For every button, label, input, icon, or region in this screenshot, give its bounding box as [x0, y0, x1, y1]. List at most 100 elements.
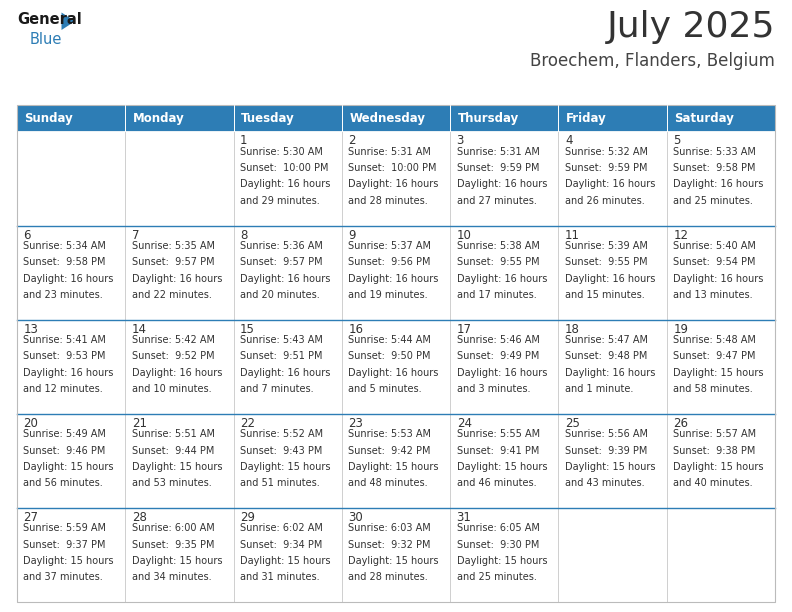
- Text: Daylight: 15 hours: Daylight: 15 hours: [240, 461, 330, 472]
- Bar: [125, 414, 234, 508]
- Text: Broechem, Flanders, Belgium: Broechem, Flanders, Belgium: [530, 52, 775, 70]
- Text: Sunrise: 5:41 AM: Sunrise: 5:41 AM: [24, 335, 106, 345]
- Text: Sunrise: 5:43 AM: Sunrise: 5:43 AM: [240, 335, 323, 345]
- Text: Daylight: 16 hours: Daylight: 16 hours: [131, 274, 223, 283]
- Text: 25: 25: [565, 417, 580, 430]
- Text: Sunrise: 5:49 AM: Sunrise: 5:49 AM: [24, 429, 106, 439]
- Text: Daylight: 16 hours: Daylight: 16 hours: [348, 274, 439, 283]
- Bar: [17, 508, 125, 602]
- Bar: [125, 319, 234, 414]
- Text: and 20 minutes.: and 20 minutes.: [240, 289, 320, 300]
- Text: Daylight: 16 hours: Daylight: 16 hours: [24, 274, 114, 283]
- Text: Daylight: 16 hours: Daylight: 16 hours: [565, 274, 655, 283]
- Polygon shape: [62, 12, 75, 30]
- Text: Sunset:  9:48 PM: Sunset: 9:48 PM: [565, 351, 647, 362]
- Text: 28: 28: [131, 511, 147, 524]
- Text: and 23 minutes.: and 23 minutes.: [24, 289, 103, 300]
- Bar: [17, 414, 125, 508]
- Bar: [450, 414, 558, 508]
- Text: Sunrise: 5:37 AM: Sunrise: 5:37 AM: [348, 241, 432, 251]
- Text: Daylight: 16 hours: Daylight: 16 hours: [131, 368, 223, 378]
- Bar: [17, 319, 125, 414]
- Text: Friday: Friday: [566, 112, 607, 125]
- Text: 11: 11: [565, 229, 580, 242]
- Bar: [558, 508, 667, 602]
- Text: Wednesday: Wednesday: [349, 112, 425, 125]
- Text: Sunrise: 5:59 AM: Sunrise: 5:59 AM: [24, 523, 106, 534]
- Text: General: General: [17, 12, 82, 27]
- Text: and 15 minutes.: and 15 minutes.: [565, 289, 645, 300]
- Text: 26: 26: [673, 417, 688, 430]
- Text: 24: 24: [457, 417, 472, 430]
- Text: Sunset:  9:59 PM: Sunset: 9:59 PM: [565, 163, 647, 173]
- Text: Sunrise: 6:03 AM: Sunrise: 6:03 AM: [348, 523, 431, 534]
- Text: and 3 minutes.: and 3 minutes.: [457, 384, 530, 394]
- Text: Sunset:  9:34 PM: Sunset: 9:34 PM: [240, 540, 322, 550]
- Text: Sunrise: 5:52 AM: Sunrise: 5:52 AM: [240, 429, 323, 439]
- Text: 22: 22: [240, 417, 255, 430]
- Text: Sunrise: 5:36 AM: Sunrise: 5:36 AM: [240, 241, 323, 251]
- Bar: [667, 319, 775, 414]
- Text: and 22 minutes.: and 22 minutes.: [131, 289, 211, 300]
- Text: Sunset:  9:52 PM: Sunset: 9:52 PM: [131, 351, 215, 362]
- Text: and 43 minutes.: and 43 minutes.: [565, 478, 645, 488]
- Text: Daylight: 16 hours: Daylight: 16 hours: [457, 274, 547, 283]
- Text: and 5 minutes.: and 5 minutes.: [348, 384, 422, 394]
- Bar: [667, 105, 775, 132]
- Text: Sunset:  9:32 PM: Sunset: 9:32 PM: [348, 540, 431, 550]
- Text: Sunrise: 6:00 AM: Sunrise: 6:00 AM: [131, 523, 215, 534]
- Text: Sunset:  9:57 PM: Sunset: 9:57 PM: [240, 257, 322, 267]
- Text: 27: 27: [24, 511, 39, 524]
- Text: Sunrise: 5:57 AM: Sunrise: 5:57 AM: [673, 429, 756, 439]
- Text: and 51 minutes.: and 51 minutes.: [240, 478, 320, 488]
- Text: 30: 30: [348, 511, 363, 524]
- Bar: [558, 226, 667, 319]
- Text: Sunrise: 5:48 AM: Sunrise: 5:48 AM: [673, 335, 756, 345]
- Bar: [125, 105, 234, 132]
- Text: 14: 14: [131, 323, 147, 336]
- Bar: [234, 132, 342, 226]
- Text: Sunrise: 6:02 AM: Sunrise: 6:02 AM: [240, 523, 323, 534]
- Text: and 1 minute.: and 1 minute.: [565, 384, 634, 394]
- Text: 18: 18: [565, 323, 580, 336]
- Text: 7: 7: [131, 229, 139, 242]
- Text: 5: 5: [673, 135, 680, 147]
- Text: and 27 minutes.: and 27 minutes.: [457, 196, 536, 206]
- Bar: [342, 226, 450, 319]
- Text: 21: 21: [131, 417, 147, 430]
- Bar: [450, 105, 558, 132]
- Text: Daylight: 16 hours: Daylight: 16 hours: [565, 368, 655, 378]
- Text: Daylight: 16 hours: Daylight: 16 hours: [457, 179, 547, 190]
- Text: 15: 15: [240, 323, 255, 336]
- Text: Sunset:  9:58 PM: Sunset: 9:58 PM: [24, 257, 106, 267]
- Text: and 53 minutes.: and 53 minutes.: [131, 478, 211, 488]
- Text: Sunset:  9:41 PM: Sunset: 9:41 PM: [457, 446, 539, 455]
- Text: Sunrise: 5:55 AM: Sunrise: 5:55 AM: [457, 429, 540, 439]
- Bar: [234, 226, 342, 319]
- Text: Daylight: 16 hours: Daylight: 16 hours: [240, 368, 330, 378]
- Text: Sunrise: 5:51 AM: Sunrise: 5:51 AM: [131, 429, 215, 439]
- Text: Sunrise: 5:53 AM: Sunrise: 5:53 AM: [348, 429, 432, 439]
- Text: Daylight: 15 hours: Daylight: 15 hours: [24, 556, 114, 566]
- Text: 4: 4: [565, 135, 573, 147]
- Text: Sunset:  9:54 PM: Sunset: 9:54 PM: [673, 257, 756, 267]
- Text: Sunrise: 5:31 AM: Sunrise: 5:31 AM: [348, 147, 431, 157]
- Bar: [125, 132, 234, 226]
- Bar: [450, 319, 558, 414]
- Text: Sunday: Sunday: [25, 112, 74, 125]
- Text: Sunrise: 5:46 AM: Sunrise: 5:46 AM: [457, 335, 539, 345]
- Text: Daylight: 16 hours: Daylight: 16 hours: [240, 179, 330, 190]
- Text: and 40 minutes.: and 40 minutes.: [673, 478, 753, 488]
- Text: Blue: Blue: [30, 31, 63, 47]
- Text: July 2025: July 2025: [607, 10, 775, 44]
- Bar: [667, 508, 775, 602]
- Text: Sunset:  9:55 PM: Sunset: 9:55 PM: [457, 257, 539, 267]
- Text: and 13 minutes.: and 13 minutes.: [673, 289, 753, 300]
- Bar: [234, 319, 342, 414]
- Text: and 48 minutes.: and 48 minutes.: [348, 478, 428, 488]
- Text: Sunset:  10:00 PM: Sunset: 10:00 PM: [348, 163, 437, 173]
- Bar: [342, 132, 450, 226]
- Text: Sunset:  9:50 PM: Sunset: 9:50 PM: [348, 351, 431, 362]
- Text: and 10 minutes.: and 10 minutes.: [131, 384, 211, 394]
- Text: Sunrise: 5:44 AM: Sunrise: 5:44 AM: [348, 335, 431, 345]
